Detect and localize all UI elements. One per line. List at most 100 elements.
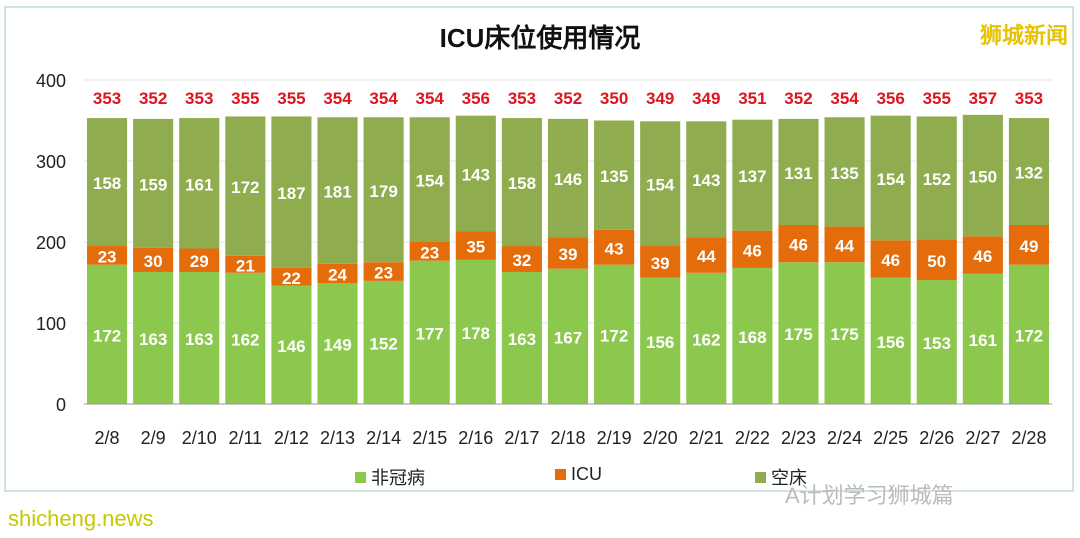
brand-watermark: 狮城新闻 — [979, 23, 1068, 48]
data-label: 22 — [282, 269, 301, 288]
legend-item: 空床 — [755, 464, 807, 490]
bar-segment — [547, 237, 589, 269]
data-label: 46 — [789, 236, 808, 255]
x-tick-label: 2/13 — [320, 428, 355, 448]
y-tick-label: 100 — [36, 314, 66, 334]
data-label: 161 — [185, 175, 213, 194]
bar-segment — [409, 117, 450, 242]
data-label: 159 — [139, 175, 167, 194]
bar-segment — [133, 118, 174, 248]
data-label: 153 — [923, 334, 951, 353]
bar-segment — [594, 264, 635, 404]
data-label: 163 — [185, 330, 213, 349]
y-tick-label: 400 — [36, 71, 66, 91]
x-tick-label: 2/17 — [504, 428, 539, 448]
bar-segment — [1008, 224, 1050, 265]
bar-segment — [409, 242, 450, 261]
data-label: 158 — [93, 174, 121, 193]
data-label: 49 — [1019, 237, 1038, 256]
x-tick-label: 2/27 — [965, 428, 1000, 448]
bar-segment — [686, 121, 727, 238]
bar-segment — [271, 285, 312, 404]
bar-segment — [1008, 118, 1050, 225]
x-tick-label: 2/12 — [274, 428, 309, 448]
data-label: 46 — [973, 247, 992, 266]
bar-segment — [501, 271, 542, 404]
x-tick-label: 2/15 — [412, 428, 447, 448]
data-label: 161 — [969, 331, 997, 350]
bar-segment — [225, 116, 266, 256]
data-label: 44 — [835, 236, 854, 255]
data-label: 152 — [369, 334, 397, 353]
x-tick-label: 2/23 — [781, 428, 816, 448]
bar-segment — [824, 226, 865, 263]
total-label: 354 — [830, 89, 859, 108]
x-tick-label: 2/20 — [643, 428, 678, 448]
data-label: 178 — [462, 324, 490, 343]
data-label: 149 — [323, 336, 351, 355]
data-label: 23 — [374, 264, 393, 283]
legend-swatch — [355, 471, 366, 483]
x-tick-label: 2/14 — [366, 428, 401, 448]
data-label: 21 — [236, 256, 255, 275]
bar-segment — [501, 246, 542, 272]
bar-segment — [86, 118, 128, 247]
bar-segment — [547, 268, 589, 404]
bar-segment — [778, 262, 819, 404]
legend-label: 非冠病 — [371, 468, 425, 488]
wechat-watermark: A计划学习狮城篇 — [785, 483, 954, 508]
data-label: 135 — [830, 164, 858, 183]
bar-segment — [870, 240, 911, 278]
data-label: 181 — [323, 183, 351, 202]
bar-segment — [271, 116, 312, 268]
data-label: 146 — [277, 337, 305, 356]
total-label: 352 — [139, 89, 167, 108]
bar-segment — [916, 116, 957, 240]
bar-segment — [594, 120, 635, 230]
bar-segment — [179, 118, 220, 249]
data-label: 35 — [466, 238, 485, 257]
legend-item: ICU — [555, 464, 602, 485]
data-label: 32 — [512, 251, 531, 270]
bar-segment — [317, 263, 358, 284]
total-label: 355 — [923, 89, 951, 108]
data-label: 175 — [784, 325, 812, 344]
bar-segment — [686, 237, 727, 273]
bar-segment — [778, 118, 819, 225]
x-tick-label: 2/25 — [873, 428, 908, 448]
bar-segment — [732, 230, 773, 268]
legend-item: 非冠病 — [355, 464, 425, 490]
bar-segment — [409, 260, 450, 404]
data-label: 46 — [743, 241, 762, 260]
data-label: 143 — [462, 166, 490, 185]
bar-segment — [317, 283, 358, 404]
x-tick-label: 2/22 — [735, 428, 770, 448]
total-label: 354 — [323, 89, 352, 108]
bar-segment — [640, 121, 681, 247]
bar-segment — [1008, 264, 1050, 404]
bar-segment — [962, 273, 1003, 404]
data-label: 23 — [420, 243, 439, 262]
data-label: 156 — [646, 333, 674, 352]
bar-segment — [501, 118, 542, 247]
data-label: 44 — [697, 247, 716, 266]
bar-segment — [133, 271, 174, 404]
y-tick-label: 300 — [36, 152, 66, 172]
legend-label: ICU — [571, 464, 602, 484]
total-label: 353 — [185, 89, 213, 108]
data-label: 24 — [328, 266, 347, 285]
data-label: 46 — [881, 251, 900, 270]
legend: 非冠病 ICU 空床 — [0, 464, 1080, 488]
bar-segment — [594, 229, 635, 265]
data-label: 179 — [369, 182, 397, 201]
total-label: 352 — [784, 89, 812, 108]
total-label: 350 — [600, 89, 628, 108]
data-label: 177 — [416, 324, 444, 343]
bar-segment — [363, 280, 404, 404]
data-label: 135 — [600, 167, 628, 186]
data-label: 23 — [98, 247, 117, 266]
bar-segment — [225, 255, 266, 273]
total-label: 354 — [369, 89, 398, 108]
bar-segment — [870, 277, 911, 404]
bar-segment — [686, 272, 727, 404]
